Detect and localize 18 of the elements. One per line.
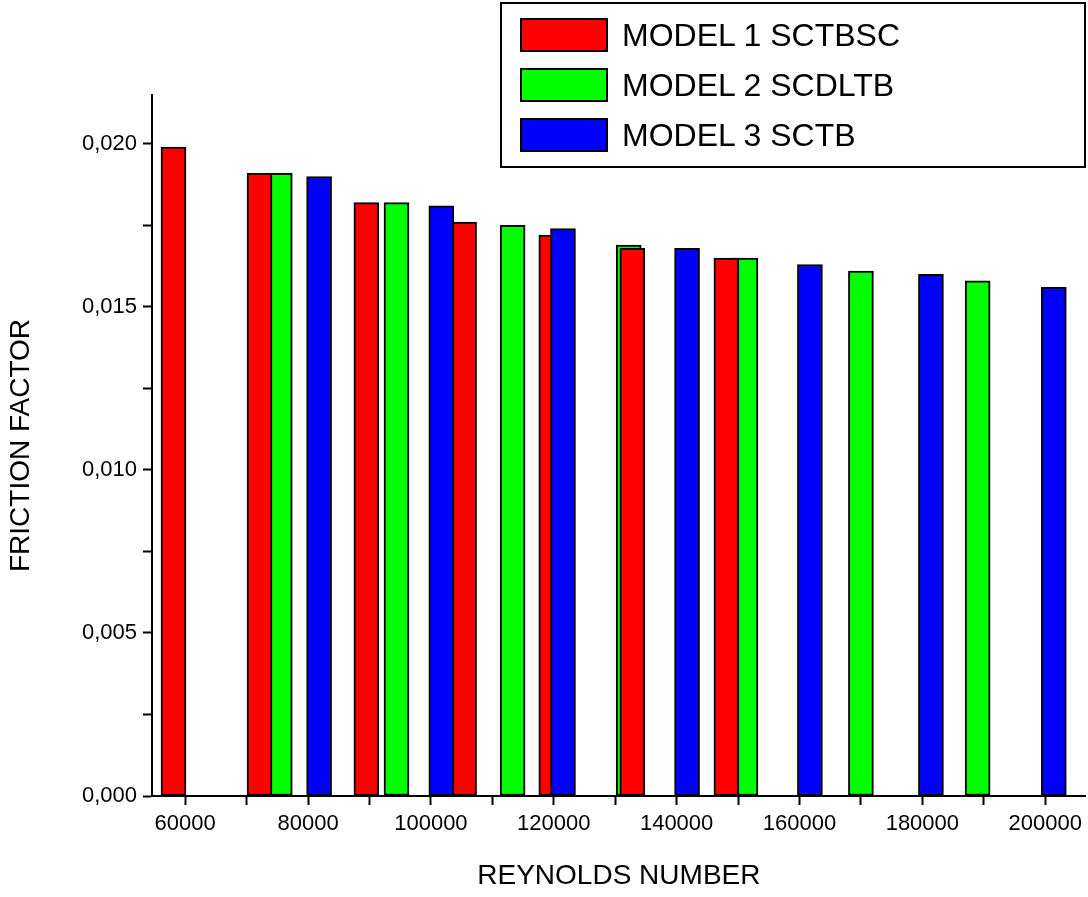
legend-label: MODEL 1 SCTBSC bbox=[622, 16, 900, 54]
legend-label: MODEL 3 SCTB bbox=[622, 116, 856, 154]
legend-label: MODEL 2 SCDLTB bbox=[622, 66, 895, 104]
y-tick-label: 0,000 bbox=[81, 782, 137, 808]
x-tick-label: 160000 bbox=[762, 810, 837, 836]
x-axis-title: REYNOLDS NUMBER bbox=[477, 858, 761, 890]
x-tick-label: 140000 bbox=[639, 810, 714, 836]
y-tick-label: 0,020 bbox=[81, 129, 137, 155]
x-tick-label: 180000 bbox=[885, 810, 960, 836]
x-tick-label: 120000 bbox=[517, 810, 591, 836]
x-tick-label: 80000 bbox=[277, 810, 339, 836]
x-tick-label: 100000 bbox=[394, 810, 468, 836]
y-tick-label: 0,005 bbox=[81, 619, 137, 645]
x-tick-label: 200000 bbox=[1008, 810, 1082, 836]
y-tick-label: 0,015 bbox=[81, 292, 137, 318]
x-tick-label: 60000 bbox=[154, 810, 216, 836]
y-tick-label: 0,010 bbox=[81, 456, 137, 482]
y-axis-title: FRICTION FACTOR bbox=[3, 318, 35, 573]
